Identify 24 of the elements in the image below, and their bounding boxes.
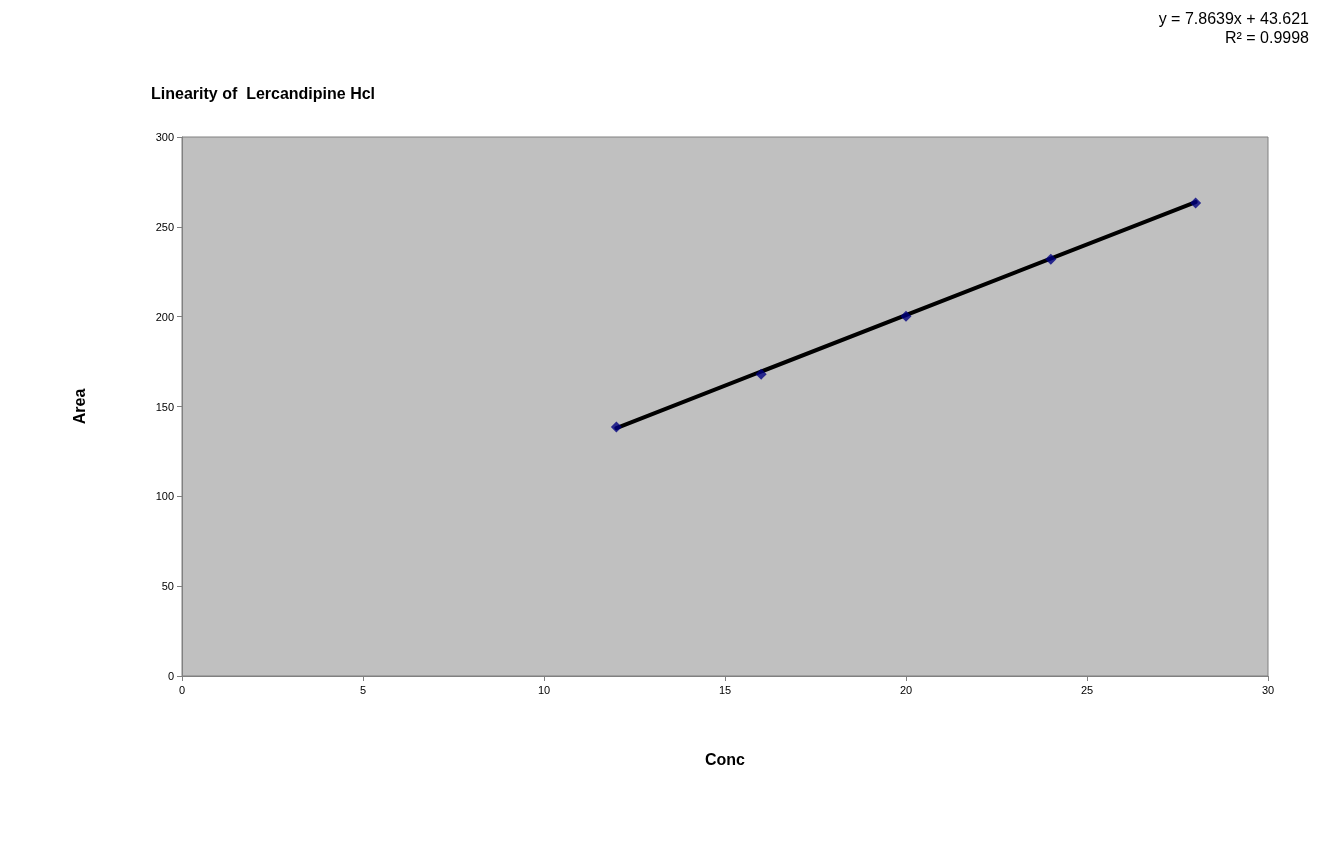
point xyxy=(1045,253,1057,265)
x-tick-label: 30 xyxy=(1261,683,1275,696)
x-axis-title: Conc xyxy=(705,750,746,768)
x-tick-label: 20 xyxy=(899,683,913,696)
y-tick-label: 150 xyxy=(155,400,174,413)
y-tick-label: 250 xyxy=(155,220,174,233)
y-tick-label: 100 xyxy=(155,490,174,503)
x-tick-label: 25 xyxy=(1080,683,1094,696)
point xyxy=(610,421,622,433)
x-tick-label: 5 xyxy=(359,683,367,696)
x-tick-label: 15 xyxy=(718,683,732,696)
y-tick-label: 50 xyxy=(161,580,174,593)
y-tick-label: 300 xyxy=(155,131,174,143)
y-tick-label: 200 xyxy=(155,310,174,323)
x-tick-label: 0 xyxy=(178,683,186,696)
point xyxy=(1190,197,1202,209)
x-tick-label: 10 xyxy=(537,683,551,696)
text: y = 7.8639x + 43.621 xyxy=(1158,9,1310,27)
point xyxy=(755,368,767,380)
point xyxy=(900,310,912,322)
y-tick-label: 0 xyxy=(167,670,174,682)
y-axis-title: Area xyxy=(70,388,88,425)
text: R² = 0.9998 xyxy=(1224,28,1310,46)
chart-title: Linearity of Lercandipine Hcl xyxy=(151,84,376,102)
